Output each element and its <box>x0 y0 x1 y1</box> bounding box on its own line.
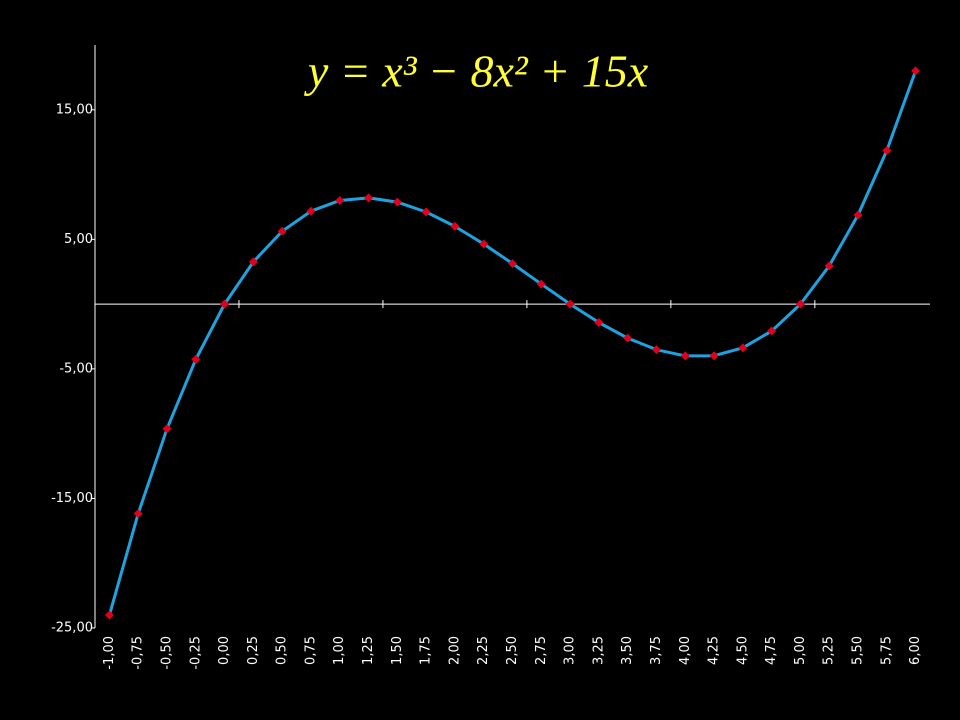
x-tick-label: 1,00 <box>332 636 347 665</box>
marker <box>738 343 748 353</box>
x-tick-label: 3,00 <box>563 636 578 665</box>
y-tick-label: -5,00 <box>59 361 93 376</box>
marker <box>104 610 114 620</box>
marker <box>191 354 201 364</box>
y-tick-label: -25,00 <box>51 621 93 636</box>
x-tick-label: 6,00 <box>908 636 923 665</box>
marker <box>594 318 604 328</box>
marker <box>421 207 431 217</box>
marker <box>795 299 805 309</box>
marker <box>824 261 834 271</box>
x-tick-label: -0,75 <box>131 636 146 670</box>
marker <box>248 257 258 267</box>
marker <box>450 221 460 231</box>
marker <box>508 259 517 269</box>
x-tick-label: 5,75 <box>879 636 894 665</box>
x-tick-label: 4,00 <box>678 636 693 665</box>
x-tick-label: 0,25 <box>246 636 261 665</box>
marker <box>536 279 546 289</box>
x-tick-label: 3,50 <box>620 636 635 665</box>
x-tick-label: 1,25 <box>361 636 376 665</box>
marker <box>392 197 402 207</box>
y-tick-label: 15,00 <box>56 102 93 117</box>
marker <box>133 509 143 519</box>
marker <box>479 239 489 249</box>
x-tick-label: 2,25 <box>476 636 491 665</box>
x-tick-label: 4,75 <box>764 636 779 665</box>
marker <box>623 333 633 343</box>
x-tick-label: 2,00 <box>447 636 462 665</box>
chart-title: y = x³ − 8x² + 15x <box>304 46 649 97</box>
marker <box>364 193 374 203</box>
x-tick-label: -1,00 <box>102 636 117 670</box>
x-tick-label: 0,00 <box>217 636 232 665</box>
marker <box>680 351 690 361</box>
marker <box>709 351 719 361</box>
x-tick-label: -0,50 <box>159 636 174 670</box>
y-tick-label: -15,00 <box>51 491 93 506</box>
x-tick-label: 2,75 <box>534 636 549 665</box>
x-tick-label: 3,75 <box>649 636 664 665</box>
line <box>107 70 918 616</box>
x-tick-label: 5,25 <box>822 636 837 665</box>
x-tick-label: 4,50 <box>735 636 750 665</box>
marker <box>651 345 661 355</box>
marker <box>911 66 921 76</box>
marker <box>882 145 892 155</box>
marker <box>853 210 863 220</box>
x-tick-label: 0,50 <box>275 636 290 665</box>
x-tick-label: 4,25 <box>707 636 722 665</box>
x-tick-label: 1,50 <box>390 636 405 665</box>
x-tick-label: 1,75 <box>419 636 434 665</box>
x-tick-label: 5,00 <box>793 636 808 665</box>
x-tick-label: 3,25 <box>591 636 606 665</box>
marker <box>767 326 777 336</box>
x-tick-label: -0,25 <box>188 636 203 670</box>
marker <box>277 226 287 236</box>
x-tick-label: 2,50 <box>505 636 520 665</box>
marker <box>335 195 345 205</box>
x-tick-label: 0,75 <box>303 636 318 665</box>
y-tick-label: 5,00 <box>64 232 93 247</box>
marker <box>306 206 316 216</box>
marker <box>565 299 575 309</box>
marker <box>220 299 230 309</box>
marker <box>162 424 172 434</box>
x-tick-label: 5,50 <box>851 636 866 665</box>
